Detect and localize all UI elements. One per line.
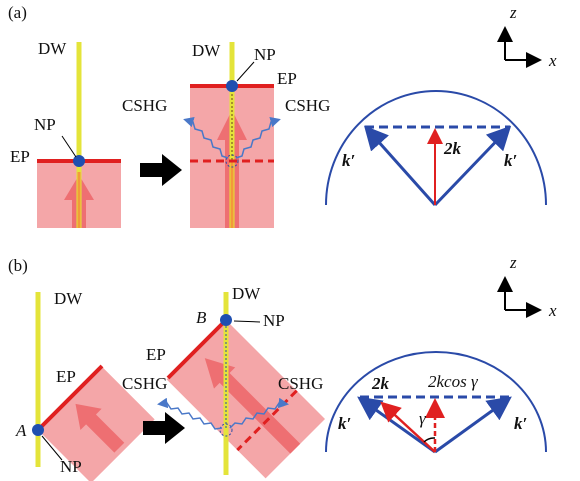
- label: NP: [34, 115, 56, 134]
- label: k′: [514, 414, 527, 433]
- label: DW: [192, 41, 221, 60]
- k-vector: [435, 400, 507, 452]
- label: γ: [419, 409, 427, 428]
- np-dot: [73, 155, 85, 167]
- angle-arc: [424, 438, 435, 442]
- label: k′: [504, 151, 517, 170]
- label: k′: [338, 414, 351, 433]
- label: EP: [10, 147, 30, 166]
- panel-label: (a): [8, 3, 27, 22]
- panel-label: (b): [8, 256, 28, 275]
- np-dot: [226, 80, 238, 92]
- k-vector: [368, 130, 435, 205]
- axis-label: x: [548, 51, 557, 70]
- panel-b: (b) DW EP A NP B DW NP EP CSHG CSHG z x …: [8, 253, 557, 481]
- label: 2k: [443, 139, 462, 158]
- panel-a: (a) DW NP EP DW NP EP CSHG CSHG z x k′ 2…: [8, 3, 557, 228]
- ewald-arc: [326, 352, 546, 452]
- axis-label: x: [548, 301, 557, 320]
- label: NP: [254, 45, 276, 64]
- pointer: [62, 136, 76, 157]
- label: DW: [54, 289, 83, 308]
- pointer: [234, 321, 260, 322]
- label: 2k: [371, 374, 390, 393]
- label: DW: [38, 39, 67, 58]
- label: CSHG: [278, 374, 323, 393]
- label: k′: [342, 151, 355, 170]
- label: DW: [232, 284, 261, 303]
- label: A: [15, 421, 27, 440]
- label: EP: [56, 367, 76, 386]
- label: NP: [60, 457, 82, 476]
- label: B: [196, 308, 207, 327]
- axis-label: z: [509, 3, 517, 22]
- label: NP: [263, 311, 285, 330]
- 2k-vector: [384, 405, 435, 452]
- label: EP: [277, 69, 297, 88]
- pointer: [237, 62, 254, 81]
- diagram: (a) DW NP EP DW NP EP CSHG CSHG z x k′ 2…: [0, 0, 580, 481]
- label: CSHG: [122, 96, 167, 115]
- axis-label: z: [509, 253, 517, 272]
- np-dot: [220, 314, 232, 326]
- step-arrow: [140, 154, 182, 186]
- label: CSHG: [285, 96, 330, 115]
- label: CSHG: [122, 374, 167, 393]
- np-dot: [32, 424, 44, 436]
- label: 2kcos γ: [428, 372, 479, 391]
- label: EP: [146, 345, 166, 364]
